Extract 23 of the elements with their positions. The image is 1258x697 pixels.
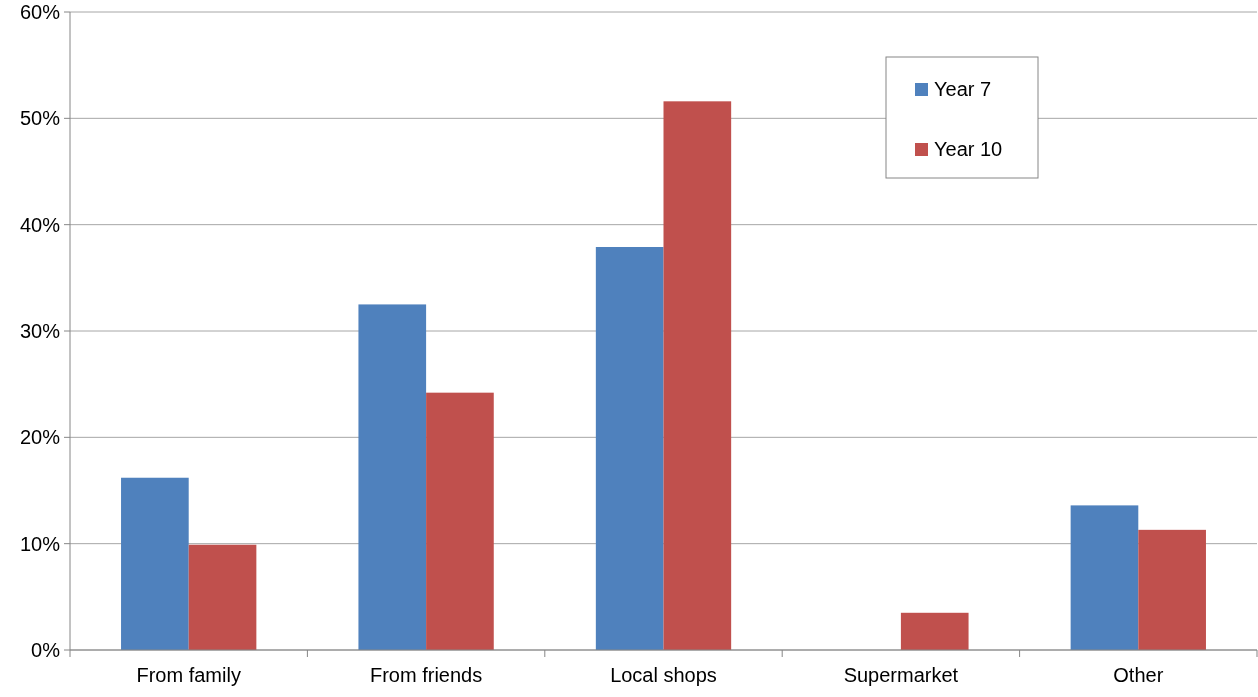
y-tick-label: 30%	[19, 320, 61, 342]
bar	[663, 101, 732, 650]
bar	[358, 304, 427, 650]
y-tick-label: 40%	[19, 213, 61, 236]
y-tick-label: 60%	[19, 1, 61, 23]
x-tick-label: Local shops	[610, 664, 717, 686]
bar	[595, 247, 664, 650]
x-tick-label: Supermarket	[843, 664, 959, 686]
bar	[1070, 505, 1139, 650]
x-tick-label: From friends	[369, 664, 483, 686]
bar	[426, 392, 494, 650]
bar	[900, 612, 969, 650]
y-tick-label: 10%	[19, 532, 61, 555]
y-tick-label: 0%	[31, 639, 61, 661]
bar	[188, 544, 257, 650]
bar	[1138, 529, 1206, 650]
bar	[121, 477, 189, 650]
legend-label: Year 10	[934, 138, 1003, 160]
y-tick-label: 20%	[19, 426, 61, 449]
x-tick-label: From family	[136, 664, 241, 686]
y-tick-label: 50%	[19, 107, 61, 130]
x-tick-label: Other	[1113, 664, 1164, 686]
legend-label: Year 7	[934, 78, 992, 100]
